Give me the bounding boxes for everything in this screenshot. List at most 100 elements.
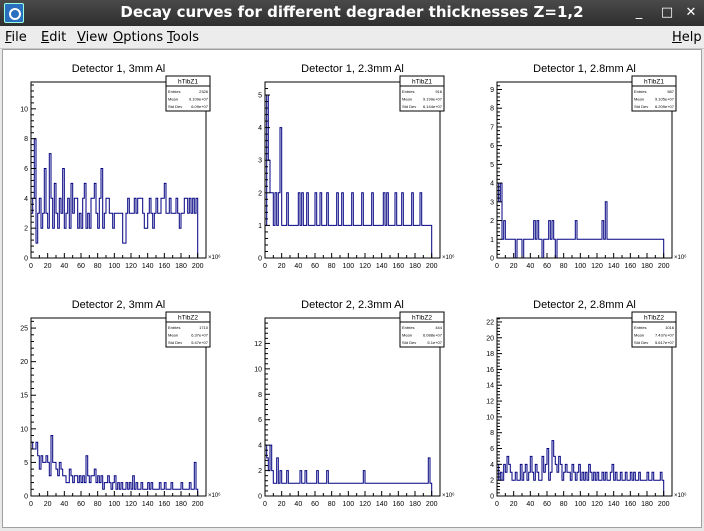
window-title: Decay curves for different degrader thic… <box>120 3 584 21</box>
y-tick-label: 5 <box>24 460 28 467</box>
x-tick-label: 60 <box>543 501 551 508</box>
stats-row-label: Std Dev <box>402 104 416 109</box>
y-tick-label: 6 <box>258 417 262 424</box>
x-tick-label: 180 <box>175 501 187 508</box>
x-tick-label: 20 <box>44 263 52 270</box>
menu-options[interactable]: Options <box>113 30 163 45</box>
stats-box-name: hTibZ2 <box>412 315 432 322</box>
x-tick-label: 60 <box>311 263 319 270</box>
stats-box-body <box>165 85 211 112</box>
x-tick-label: 180 <box>409 501 421 508</box>
x-tick-label: 0 <box>495 263 499 270</box>
y-tick-label: 8 <box>24 136 28 143</box>
stats-row-value: 9.105e+07 <box>655 97 675 102</box>
x-tick-label: 140 <box>142 501 154 508</box>
x-tick-label: 60 <box>77 501 85 508</box>
panel-title: Detector 2, 2.8mm Al <box>533 299 636 311</box>
x-tick-label: 60 <box>311 501 319 508</box>
y-tick-label: 1 <box>490 237 494 244</box>
stats-row-value: 6.09e+07 <box>191 104 209 109</box>
maximize-button[interactable]: □ <box>660 5 674 20</box>
menu-options-mnemonic: O <box>113 30 124 45</box>
x-tick-label: 100 <box>342 501 354 508</box>
x-tick-label: 180 <box>409 263 421 270</box>
menu-edit[interactable]: Edit <box>41 30 66 45</box>
minimize-button[interactable]: _ <box>635 5 643 20</box>
y-tick-label: 10 <box>254 366 262 373</box>
y-tick-label: 0 <box>24 494 28 501</box>
stats-row-value: 6.088e+07 <box>423 333 443 338</box>
y-tick-label: 4 <box>490 181 494 188</box>
stats-row-label: Std Dev <box>168 104 182 109</box>
menu-help[interactable]: Help <box>672 30 702 45</box>
y-tick-label: 4 <box>490 462 494 469</box>
x-tick-label: 80 <box>560 263 568 270</box>
y-tick-label: 9 <box>490 87 494 94</box>
x-tick-label: 20 <box>44 501 52 508</box>
stats-box-name: hTibZ1 <box>412 79 432 86</box>
stats-box-name: hTibZ1 <box>644 79 664 86</box>
x-tick-label: 20 <box>510 263 518 270</box>
y-tick-label: 3 <box>258 158 262 165</box>
histogram-panel-4: Detector 2, 3mm Al0 20 40 60 80 100 120 140 160 1… <box>20 299 221 508</box>
histogram-line <box>496 182 665 259</box>
x-tick-label: 120 <box>591 501 603 508</box>
stats-row-label: Entries <box>168 89 180 94</box>
menu-file[interactable]: File <box>5 30 27 45</box>
stats-box-body <box>399 85 445 112</box>
menu-help-mnemonic: H <box>672 30 682 45</box>
menu-tools-label: ools <box>172 30 200 45</box>
stats-row-label: Entries <box>402 89 414 94</box>
menu-view-label: iew <box>85 30 108 45</box>
x-tick-label: 160 <box>392 263 404 270</box>
y-tick-label: 22 <box>486 319 494 326</box>
x-tick-label: 140 <box>376 263 388 270</box>
x-tick-label: 120 <box>359 263 371 270</box>
stats-row-value: 5.47e+07 <box>191 340 209 345</box>
y-tick-label: 8 <box>490 430 494 437</box>
plot-canvas[interactable]: Detector 1, 3mm Al 0 20 40 60 80 100 120 140 160 1… <box>2 49 702 528</box>
y-tick-label: 2 <box>258 190 262 197</box>
y-tick-label: 7 <box>490 124 494 131</box>
stats-row-label: Std Dev <box>634 340 648 345</box>
stats-row-label: Entries <box>634 325 646 330</box>
stats-box: hTibZ2 Entries 444 Mean 6.088e+07 Std Dev 5.1e… <box>399 311 445 348</box>
x-axis-exponent: ×10⁶ <box>442 254 455 261</box>
y-tick-label: 6 <box>24 166 28 173</box>
menu-file-mnemonic: F <box>5 30 12 45</box>
x-tick-label: 80 <box>328 501 336 508</box>
x-axis-exponent: ×10⁶ <box>674 254 687 261</box>
menu-options-label: ptions <box>123 30 164 45</box>
y-tick-label: 2 <box>24 226 28 233</box>
stats-row-value: 587 <box>667 89 674 94</box>
stats-box: hTibZ1 Entries 916 Mean 9.199e+07 Std Dev 6.14… <box>399 75 445 112</box>
x-tick-label: 0 <box>263 263 267 270</box>
x-tick-label: 140 <box>608 501 620 508</box>
stats-box-name: hTibZ2 <box>644 315 664 322</box>
menu-tools[interactable]: Tools <box>167 30 199 45</box>
y-tick-label: 3 <box>490 199 494 206</box>
x-tick-label: 20 <box>510 501 518 508</box>
x-axis-exponent: ×10⁶ <box>208 254 221 261</box>
x-tick-label: 100 <box>574 263 586 270</box>
stats-row-value: 444 <box>435 325 442 330</box>
stats-row-label: Mean <box>402 97 412 102</box>
stats-row-label: Mean <box>168 97 178 102</box>
close-button[interactable]: ✕ <box>685 5 697 20</box>
stats-row-label: Mean <box>168 333 178 338</box>
histogram-panel-1: Detector 1, 3mm Al0 20 40 60 80 100 120 140 160 1… <box>20 63 221 270</box>
x-tick-label: 140 <box>142 263 154 270</box>
histogram-line <box>264 94 433 258</box>
panel-title: Detector 2, 2.3mm Al <box>301 299 404 311</box>
x-tick-label: 180 <box>641 501 653 508</box>
y-tick-label: 14 <box>486 383 494 390</box>
histogram-grid[interactable]: Detector 1, 3mm Al0 20 40 60 80 100 120 140 160 1… <box>3 50 701 527</box>
histogram-line <box>30 138 199 258</box>
menu-view[interactable]: View <box>77 30 108 45</box>
stats-row-label: Entries <box>402 325 414 330</box>
stats-box-name: hTibZ2 <box>178 315 198 322</box>
y-tick-label: 12 <box>486 399 494 406</box>
x-tick-label: 200 <box>426 501 438 508</box>
x-tick-label: 200 <box>658 263 670 270</box>
x-tick-label: 0 <box>495 501 499 508</box>
